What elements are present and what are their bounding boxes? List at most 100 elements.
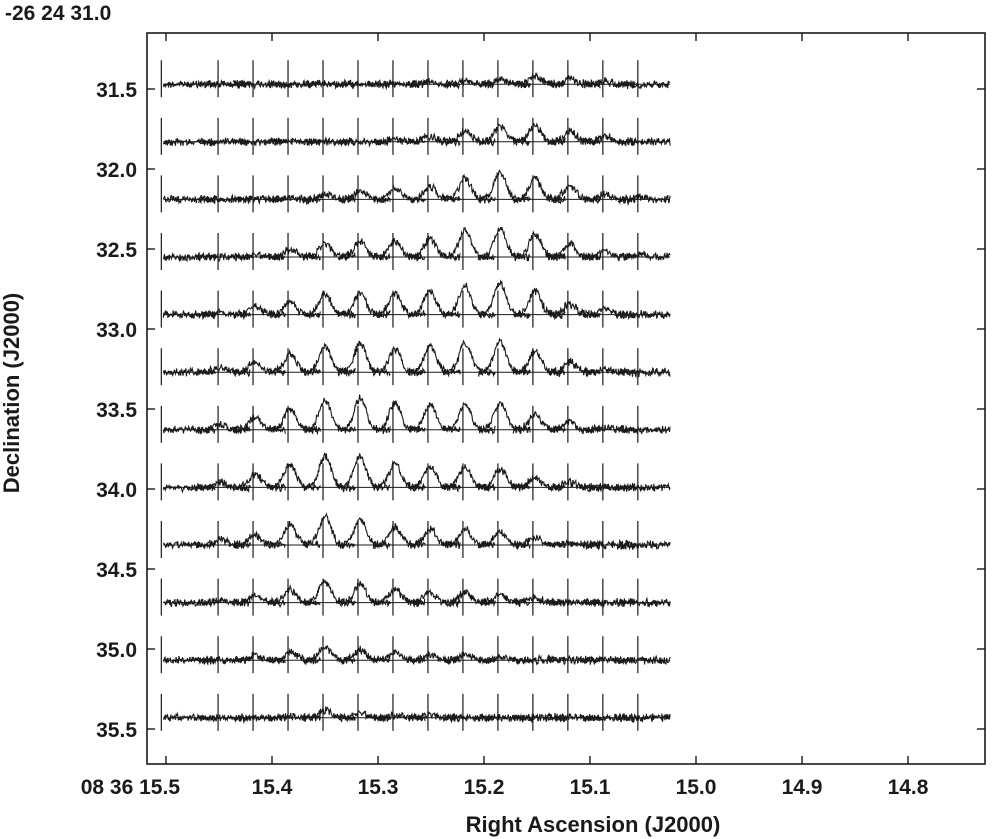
- x-tick-label: 14.8: [888, 776, 929, 799]
- spectrum-line: [477, 401, 531, 435]
- spectrum-line: [267, 462, 321, 492]
- spectrum-line: [617, 366, 671, 379]
- spectrum-line: [617, 712, 671, 724]
- x-axis-title: Right Ascension (J2000): [466, 812, 721, 837]
- spectrum-line: [338, 137, 391, 148]
- spectrum-line: [617, 596, 671, 608]
- spectrum-line: [407, 182, 461, 204]
- spectrum-line: [442, 77, 496, 89]
- spectrum-line: [547, 74, 601, 89]
- spectrum-line: [337, 453, 391, 492]
- spectrum-line: [442, 401, 496, 435]
- y-tick-label: 32.5: [96, 239, 137, 262]
- spectrum-line: [197, 420, 251, 435]
- x-tick-label: 15.2: [464, 776, 505, 799]
- spectrum-line: [547, 598, 601, 607]
- spectrum-line: [617, 654, 671, 666]
- spectrum-line: [617, 424, 671, 435]
- spectrum-line: [407, 588, 461, 609]
- spectrum-line: [197, 251, 251, 262]
- spectrum-line: [547, 183, 601, 205]
- spectrum-line: [582, 365, 636, 378]
- spectrum-line: [512, 122, 566, 147]
- spectrum-line: [302, 190, 356, 206]
- spectrum-line: [477, 529, 531, 550]
- spectrum-line: [477, 123, 531, 147]
- spectrum-line: [512, 287, 566, 321]
- spectrum-line: [302, 645, 356, 665]
- spectrum-line: [267, 79, 321, 90]
- spectrum-line: [337, 517, 391, 551]
- spectrum-line: [547, 239, 601, 262]
- spectrum-line: [407, 402, 461, 433]
- spectrum-line: [162, 424, 216, 435]
- spectrum-line: [162, 598, 216, 608]
- spectrum-line: [547, 357, 601, 377]
- spectrum-line: [162, 309, 216, 320]
- spectrum-line: [582, 190, 636, 207]
- spectrum-line: [442, 651, 496, 666]
- spectrum-line: [302, 452, 356, 493]
- spectrum-line: [163, 194, 216, 205]
- spectrum-line: [442, 282, 496, 319]
- spectrum-line: [372, 290, 426, 318]
- y-tick-label: 35.0: [96, 639, 137, 662]
- y-tick-label: 34.5: [96, 559, 137, 582]
- spectrum-line: [582, 655, 636, 665]
- y-tick-label: 31.5: [96, 79, 137, 102]
- spectrum-line: [197, 137, 251, 147]
- spectrum-line: [337, 340, 391, 377]
- spectrum-line: [477, 76, 531, 89]
- spectra-layer: [160, 60, 671, 731]
- spectrum-line: [372, 345, 426, 377]
- spectrum-line: [617, 538, 671, 551]
- spectrum-line: [617, 193, 671, 205]
- spectrum-line: [197, 535, 251, 550]
- spectrum-line: [512, 175, 566, 205]
- spectrum-line: [267, 299, 321, 319]
- spectrum-line: [267, 583, 321, 607]
- spectrum-line: [547, 712, 601, 723]
- spectrum-line: [372, 79, 426, 90]
- spectrum-line: [617, 250, 671, 262]
- spectrum-line: [582, 712, 636, 723]
- x-tick-label: 08 36 15.5: [81, 776, 181, 799]
- x-tick-label: 15.4: [252, 776, 293, 799]
- spectrum-line: [197, 364, 251, 378]
- x-tick-label: 14.9: [782, 776, 823, 799]
- y-tick-label: 32.0: [96, 159, 137, 182]
- spectrum-line: [407, 288, 461, 320]
- spectrum-line: [197, 78, 251, 90]
- y-tick-label: 33.0: [96, 319, 137, 342]
- y-tick-label: 35.5: [96, 719, 137, 742]
- spectrum-line: [547, 127, 601, 146]
- spectrum-line: [162, 483, 216, 494]
- x-tick-label: 15.3: [358, 776, 399, 799]
- spectrum-line: [547, 300, 601, 320]
- spectrum-line: [512, 71, 566, 89]
- spectrum-line: [547, 538, 601, 549]
- spectrum-line: [162, 137, 216, 147]
- spectrum-line: [232, 412, 286, 434]
- spectrum-line: [617, 136, 671, 147]
- spectrum-line: [268, 648, 321, 666]
- spectrum-line: [372, 648, 426, 665]
- spectrum-line: [372, 586, 426, 609]
- spectrum-line: [302, 136, 356, 147]
- spectrum-line: [582, 304, 636, 321]
- spectrum-line: [582, 539, 636, 551]
- spectrum-line: [408, 711, 461, 724]
- ticks-layer: 08 36 15.5 15.4 15.3 15.2 15.1 15.0 14.9 14.8 31…: [81, 33, 985, 799]
- spectrum-line: [512, 594, 566, 607]
- y-tick-label: 33.5: [96, 399, 137, 422]
- spectrum-line: [617, 80, 671, 90]
- spectrum-line: [582, 423, 636, 435]
- x-tick-label: 15.0: [676, 776, 717, 799]
- spectrum-line: [617, 481, 671, 493]
- spectrum-line: [512, 411, 566, 434]
- plot-frame: [146, 32, 986, 765]
- spectrum-line: [442, 226, 496, 261]
- spectrum-line: [232, 470, 286, 493]
- spectrum-line: [162, 711, 216, 723]
